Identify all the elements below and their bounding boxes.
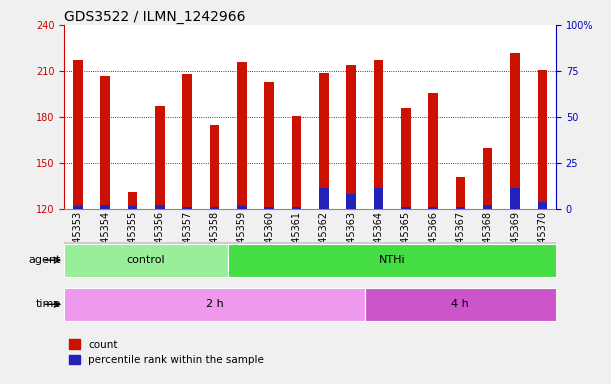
- Bar: [291, 116, 301, 209]
- Bar: [538, 70, 547, 209]
- Bar: [128, 192, 137, 209]
- Bar: [182, 74, 192, 209]
- Bar: [401, 108, 411, 209]
- Bar: [237, 62, 247, 209]
- Bar: [182, 207, 192, 209]
- Bar: [373, 60, 383, 209]
- Bar: [319, 73, 329, 209]
- Bar: [346, 194, 356, 209]
- Text: 4 h: 4 h: [452, 299, 469, 310]
- Bar: [128, 206, 137, 209]
- Bar: [510, 188, 520, 209]
- Bar: [73, 206, 82, 209]
- Text: control: control: [127, 255, 166, 265]
- Bar: [373, 188, 383, 209]
- Bar: [155, 106, 164, 209]
- Bar: [291, 207, 301, 209]
- Bar: [228, 244, 556, 276]
- Text: 2 h: 2 h: [205, 299, 223, 310]
- Bar: [428, 93, 438, 209]
- Bar: [428, 207, 438, 209]
- Legend: count, percentile rank within the sample: count, percentile rank within the sample: [70, 339, 264, 365]
- Bar: [100, 205, 110, 209]
- Text: agent: agent: [29, 255, 61, 265]
- Bar: [346, 65, 356, 209]
- Bar: [456, 207, 465, 209]
- Bar: [538, 202, 547, 209]
- Bar: [64, 244, 228, 276]
- Bar: [365, 288, 556, 321]
- Bar: [319, 188, 329, 209]
- Bar: [155, 205, 164, 209]
- Bar: [510, 53, 520, 209]
- Text: time: time: [36, 299, 61, 310]
- Bar: [456, 177, 465, 209]
- Bar: [483, 205, 492, 209]
- Bar: [265, 207, 274, 209]
- Text: NTHi: NTHi: [379, 255, 405, 265]
- Text: GDS3522 / ILMN_1242966: GDS3522 / ILMN_1242966: [64, 10, 246, 24]
- Bar: [210, 207, 219, 209]
- Bar: [237, 206, 247, 209]
- Bar: [210, 125, 219, 209]
- Bar: [100, 76, 110, 209]
- Bar: [64, 288, 365, 321]
- Bar: [483, 148, 492, 209]
- Bar: [401, 207, 411, 209]
- Bar: [265, 82, 274, 209]
- Bar: [73, 60, 82, 209]
